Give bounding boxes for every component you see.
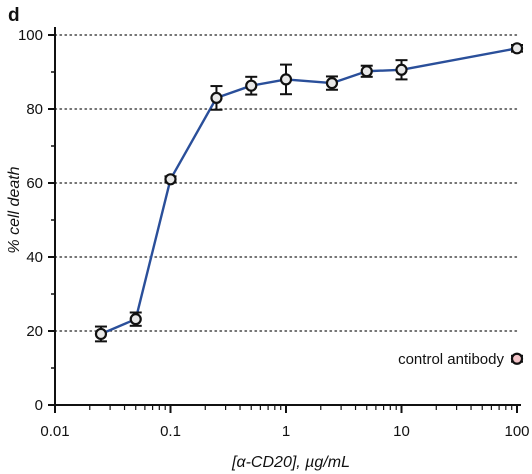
x-tick-label: 0.01	[40, 423, 69, 440]
x-tick-label: 1	[282, 423, 290, 440]
data-point	[360, 65, 373, 78]
data-point	[395, 63, 408, 76]
x-axis-title: [α-CD20], µg/mL	[231, 454, 350, 471]
y-tick-label: 0	[35, 397, 43, 414]
y-tick-label: 100	[18, 27, 43, 44]
data-point	[210, 91, 223, 105]
y-ticks: 0 20 40 60 80 100	[18, 27, 55, 414]
data-point	[279, 73, 293, 86]
panel-label: d	[8, 5, 20, 26]
y-tick-label: 80	[26, 101, 43, 118]
series-group	[94, 42, 524, 343]
x-tick-label: 100	[504, 423, 529, 440]
data-point	[164, 173, 177, 186]
control-group: control antibody	[398, 351, 524, 368]
y-tick-label: 60	[26, 175, 43, 192]
grid-lines	[54, 34, 518, 332]
data-point	[129, 313, 142, 326]
y-tick-label: 20	[26, 323, 43, 340]
y-tick-label: 40	[26, 249, 43, 266]
axes	[54, 27, 521, 406]
data-point	[94, 327, 108, 341]
x-ticks: 0.01 0.1 1 10 100	[40, 405, 530, 440]
control-point	[510, 352, 524, 365]
data-point	[245, 79, 258, 92]
x-tick-label: 0.1	[160, 423, 181, 440]
y-axis-title: % cell death	[6, 166, 23, 253]
data-point	[325, 76, 339, 90]
control-label: control antibody	[398, 351, 504, 368]
x-tick-label: 10	[393, 423, 410, 440]
data-point	[510, 42, 524, 55]
series-line	[100, 47, 518, 336]
